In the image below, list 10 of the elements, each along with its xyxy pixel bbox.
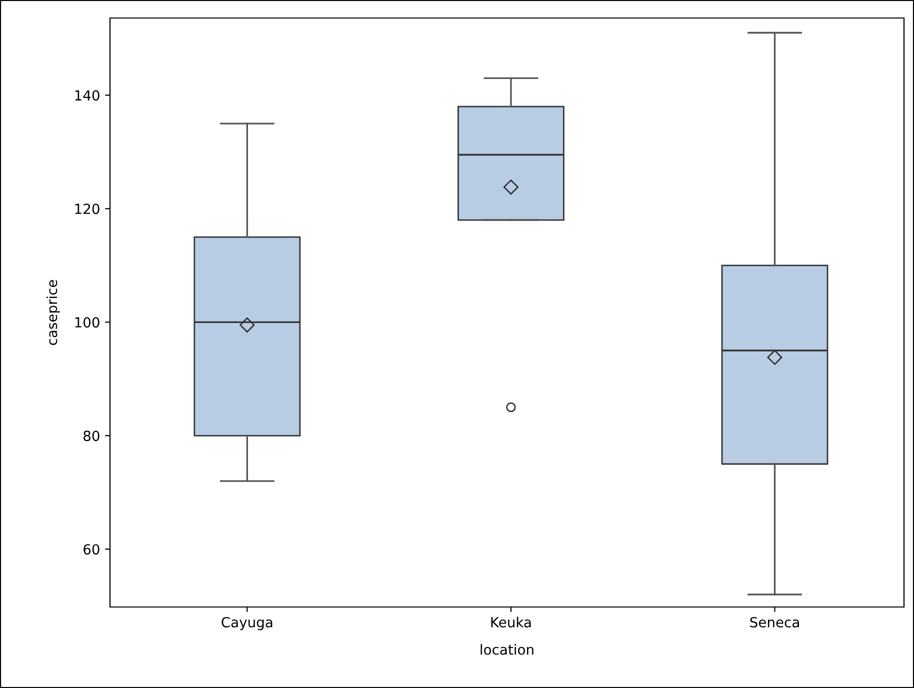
x-tick-label: Keuka xyxy=(491,616,531,628)
y-tick-label: 100 xyxy=(75,317,100,328)
x-tick-label: Cayuga xyxy=(222,616,272,630)
x-tick-label: Seneca xyxy=(750,616,799,628)
y-tick-label: 80 xyxy=(84,430,100,442)
y-axis-title: caseprice xyxy=(46,280,60,345)
y-tick-label: 60 xyxy=(84,544,100,555)
y-tick-label: 120 xyxy=(75,204,100,214)
y-tick-label: 140 xyxy=(75,90,100,101)
x-axis-title: location xyxy=(480,644,534,655)
